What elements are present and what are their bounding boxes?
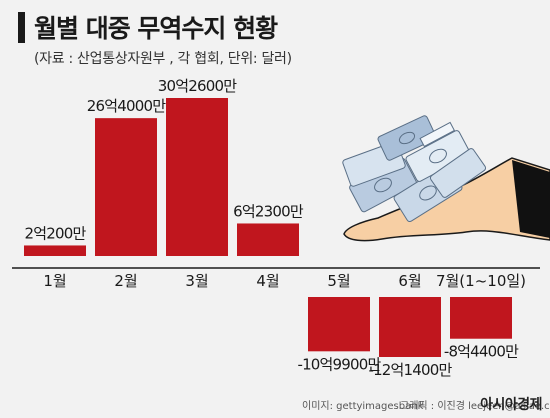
brand-logo: 아시아경제 — [480, 397, 542, 413]
graphic-credit: 그래픽 : 이진경 leejeen@asiae.co.kr — [400, 401, 550, 412]
data-label: -10억9900만 — [297, 355, 381, 373]
category-label: 3월 — [185, 272, 208, 290]
bar-4 — [237, 223, 299, 256]
bar-5 — [308, 297, 370, 352]
image-credit: 이미지: gettyimagesbank — [302, 401, 424, 412]
category-label: 5월 — [327, 272, 350, 290]
chart-subtitle: (자료 : 산업통상자원부 , 각 협회, 단위: 달러) — [34, 51, 292, 67]
category-label: 4월 — [256, 272, 279, 290]
bar-7 — [450, 297, 512, 339]
bar-1 — [24, 245, 86, 256]
category-label: 1월 — [43, 272, 66, 290]
data-label: 26억4000만 — [87, 97, 166, 115]
title-accent-bar — [18, 12, 25, 43]
data-label: -12억1400만 — [368, 361, 452, 379]
data-label: 2억200만 — [25, 224, 87, 242]
hand-holding-money-icon — [342, 115, 550, 242]
bar-6 — [379, 297, 441, 357]
bar-3 — [166, 98, 228, 256]
category-label: 7월(1~10일) — [436, 272, 526, 290]
data-label: 30억2600만 — [158, 77, 237, 95]
data-label: 6억2300만 — [233, 202, 304, 220]
category-label: 2월 — [114, 272, 137, 290]
data-label: -8억4400만 — [444, 343, 519, 361]
chart-title: 월별 대중 무역수지 현황 — [34, 14, 278, 43]
category-label: 6월 — [398, 272, 421, 290]
bar-2 — [95, 118, 157, 256]
